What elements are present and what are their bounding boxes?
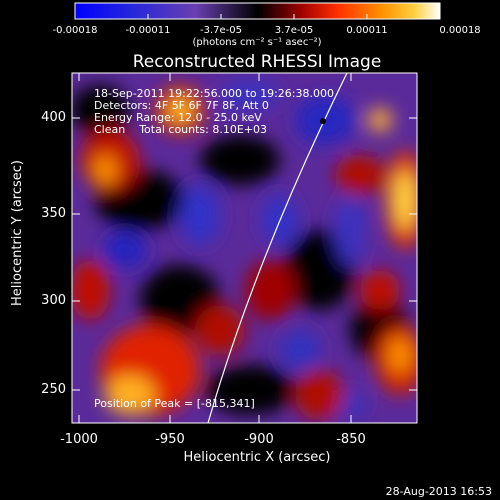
y-tick-label: 300: [41, 293, 66, 308]
colorbar-tick-label: 3.7e-05: [274, 25, 314, 36]
y-tick-label: 400: [41, 110, 66, 125]
y-tick-label: 250: [41, 382, 66, 397]
info-line-counts: Clean Total counts: 8.10E+03: [94, 123, 268, 136]
peak-position-text: Position of Peak = [-815,341]: [94, 397, 255, 410]
rhessi-image: [72, 73, 417, 423]
info-line-energy: Energy Range: 12.0 - 25.0 keV: [94, 111, 262, 124]
y-tick-label: 350: [41, 206, 66, 221]
colorbar-tick-label: -3.7e-05: [200, 25, 242, 36]
plot-frame: [71, 72, 418, 424]
colorbar: [74, 2, 441, 20]
colorbar-tick-label: 0.00018: [439, 25, 481, 36]
info-line-detectors: Detectors: 4F 5F 6F 7F 8F, Att 0: [94, 99, 269, 112]
x-tick-label: -1000: [60, 432, 98, 447]
timestamp: 28-Aug-2013 16:53: [385, 485, 492, 498]
colorbar-tick-label: -0.00018: [52, 25, 98, 36]
image-title: Reconstructed RHESSI Image: [132, 52, 382, 72]
x-tick-label: -950: [155, 432, 185, 447]
colorbar-tick-label: 0.00011: [346, 25, 388, 36]
colorbar-unit: (photons cm⁻² s⁻¹ asec⁻²): [192, 37, 322, 48]
info-line-time: 18-Sep-2011 19:22:56.000 to 19:26:38.000: [94, 87, 334, 100]
peak-marker: [320, 118, 326, 124]
y-axis-label: Heliocentric Y (arcsec): [10, 160, 25, 306]
x-tick-label: -850: [336, 432, 366, 447]
x-tick-label: -900: [244, 432, 274, 447]
x-axis-label: Heliocentric X (arcsec): [183, 450, 331, 465]
colorbar-tick-label: -0.00011: [125, 25, 171, 36]
